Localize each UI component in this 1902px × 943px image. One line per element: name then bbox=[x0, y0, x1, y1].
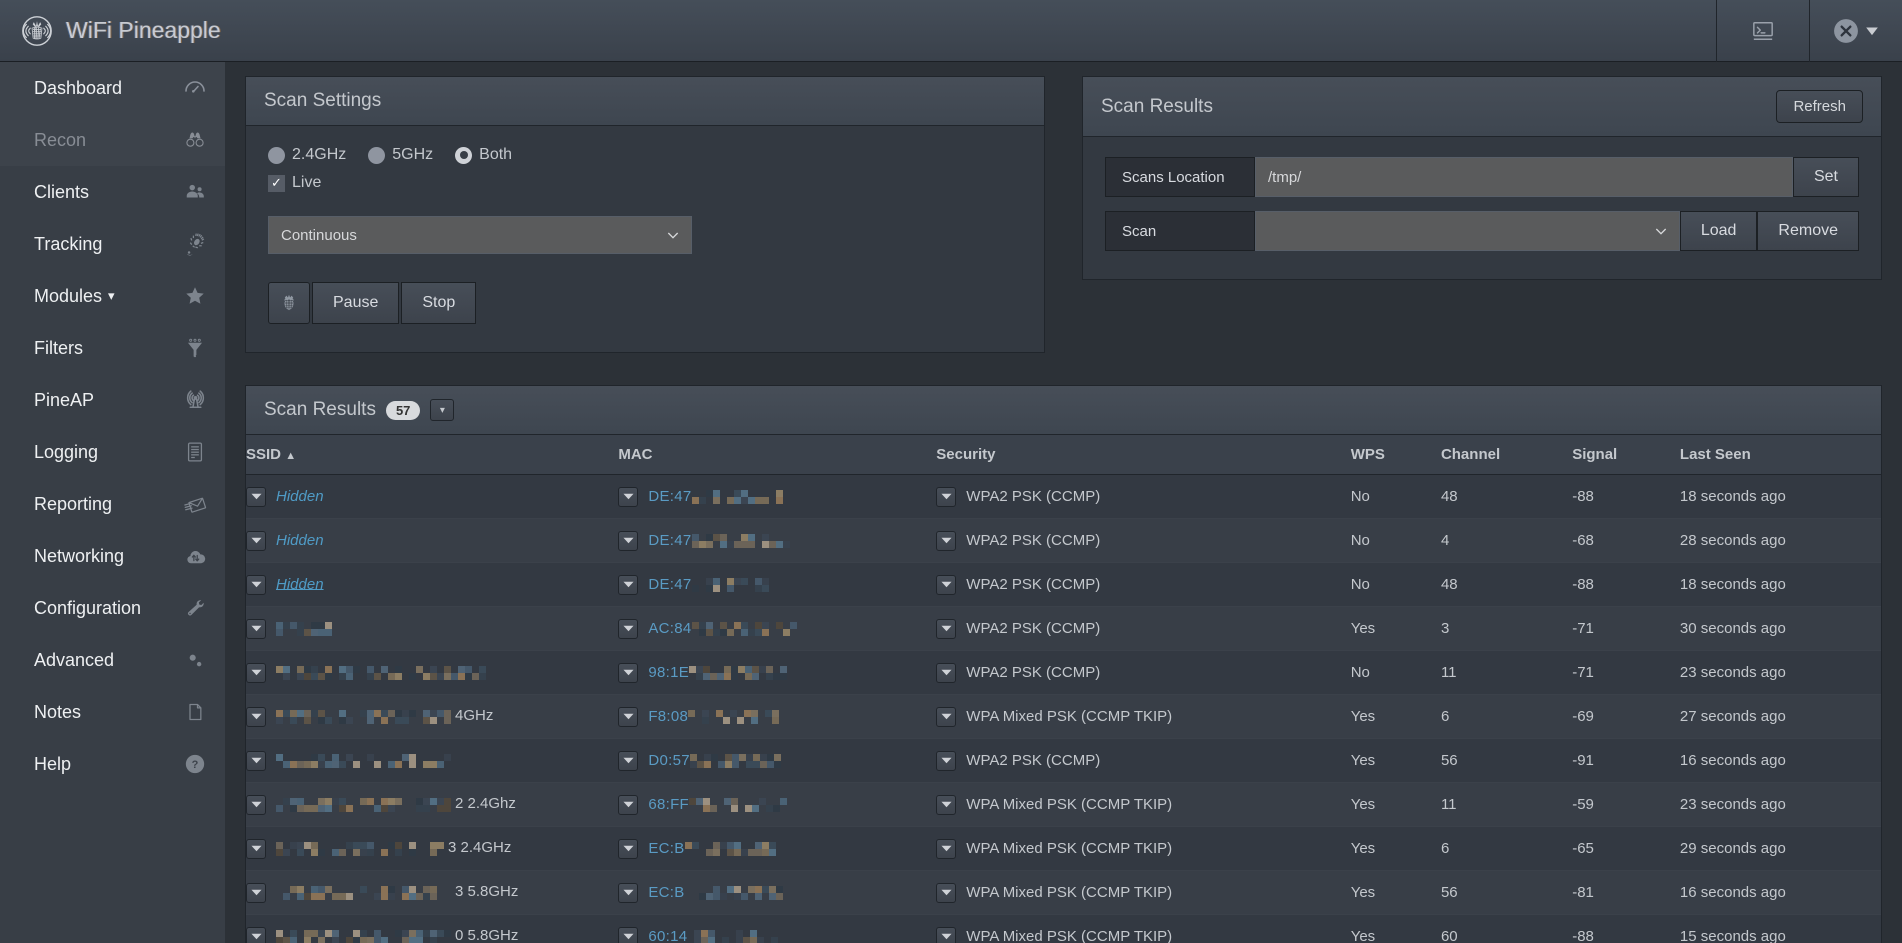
svg-text:?: ? bbox=[192, 759, 199, 771]
